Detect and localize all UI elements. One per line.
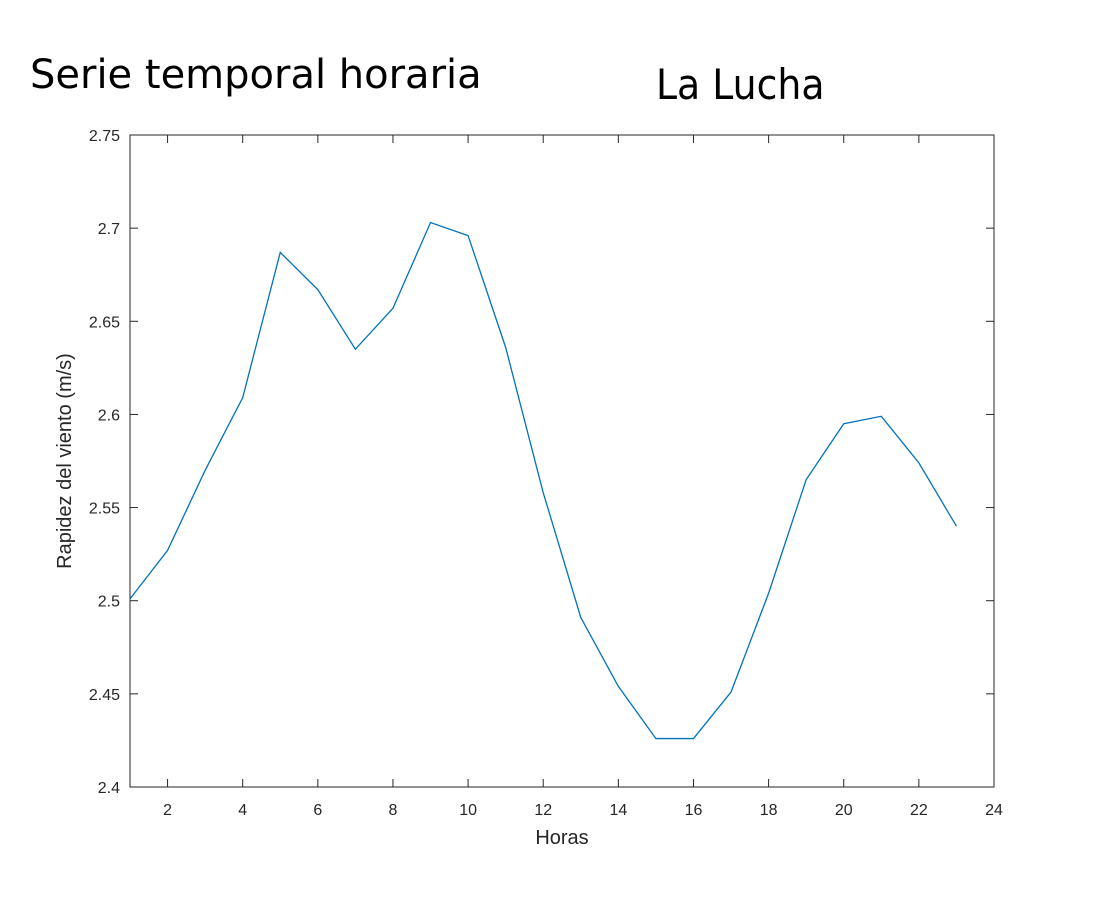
y-axis-label: Rapidez del viento (m/s) xyxy=(54,353,76,569)
title-serie-temporal: Serie temporal horaria xyxy=(30,52,482,98)
plot-area xyxy=(129,134,995,788)
y-tick-label: 2.7 xyxy=(98,221,120,238)
y-tick-label: 2.4 xyxy=(98,780,120,797)
x-tick-label: 4 xyxy=(238,802,247,819)
x-tick-label: 10 xyxy=(459,802,477,819)
x-tick-label: 12 xyxy=(534,802,552,819)
series-line xyxy=(129,221,957,740)
y-tick-label: 2.55 xyxy=(89,501,120,518)
x-tick-label: 14 xyxy=(609,802,627,819)
x-tick-label: 22 xyxy=(910,802,928,819)
x-tick-label: 2 xyxy=(163,802,172,819)
x-tick-label: 24 xyxy=(985,802,1003,819)
y-tick-label: 2.75 xyxy=(89,128,120,145)
title-station-name: La Lucha xyxy=(656,60,825,109)
y-tick-label: 2.5 xyxy=(98,594,120,611)
y-tick-label: 2.45 xyxy=(89,687,120,704)
y-axis: 2.4 2.45 2.5 2.55 2.6 2.65 2.7 2.75 xyxy=(89,128,994,797)
y-tick-label: 2.65 xyxy=(89,314,120,331)
x-tick-label: 6 xyxy=(313,802,322,819)
x-tick-label: 16 xyxy=(685,802,703,819)
y-tick-label: 2.6 xyxy=(98,407,120,424)
x-axis: 2 4 6 8 10 12 14 16 18 20 22 24 xyxy=(163,135,1003,819)
x-tick-label: 18 xyxy=(760,802,778,819)
x-tick-label: 20 xyxy=(835,802,853,819)
x-axis-label: Horas xyxy=(535,827,588,849)
x-tick-label: 8 xyxy=(389,802,398,819)
